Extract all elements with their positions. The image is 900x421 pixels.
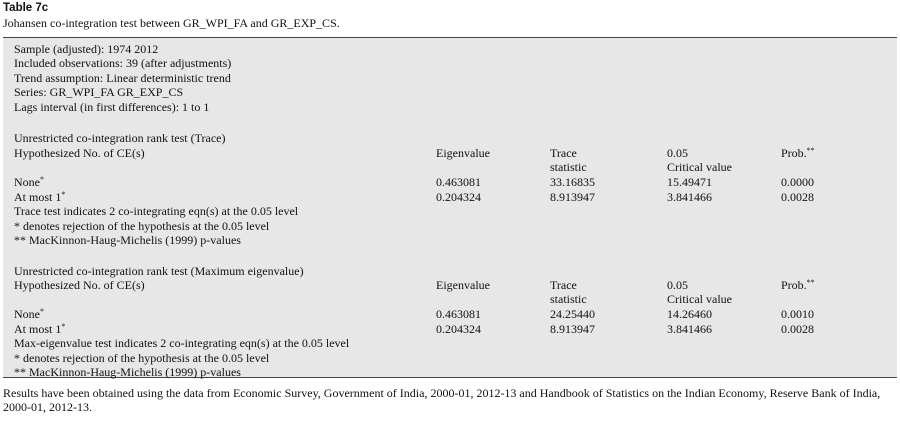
trace-col-stat-2: statistic (550, 160, 587, 174)
trace-heading: Unrestricted co-integration rank test (T… (14, 131, 226, 145)
maxeig-col-eigenvalue: Eigenvalue (436, 278, 490, 292)
info-series: Series: GR_WPI_FA GR_EXP_CS (14, 85, 184, 99)
maxeig-col-prob: Prob.** (781, 278, 815, 292)
trace-col-crit-1: 0.05 (667, 146, 688, 160)
table-footnote: Results have been obtained using the dat… (3, 386, 881, 414)
trace-row-none-prob: 0.0000 (781, 175, 814, 189)
trace-row-atmost1-crit: 3.841466 (667, 190, 712, 204)
maxeig-row-atmost1-prob: 0.0028 (781, 322, 814, 336)
table-label: Table 7c (3, 2, 49, 14)
trace-note-1: Trace test indicates 2 co-integrating eq… (14, 204, 299, 218)
maxeig-note-1: Max-eigenvalue test indicates 2 co-integ… (14, 336, 350, 350)
trace-col-eigenvalue: Eigenvalue (436, 146, 490, 160)
trace-row-none-stat: 33.16835 (550, 175, 595, 189)
info-observations: Included observations: 39 (after adjustm… (14, 56, 232, 70)
maxeig-row-none-stat: 24.25440 (550, 307, 595, 321)
maxeig-note-3: ** MacKinnon-Haug-Michelis (1999) p-valu… (14, 365, 241, 379)
maxeig-row-atmost1-label: At most 1* (14, 322, 66, 336)
trace-row-none-label: None* (14, 175, 44, 189)
maxeig-note-2: * denotes rejection of the hypothesis at… (14, 351, 270, 365)
info-sample: Sample (adjusted): 1974 2012 (14, 42, 159, 56)
trace-row-atmost1-prob: 0.0028 (781, 190, 814, 204)
trace-col-hypothesized: Hypothesized No. of CE(s) (14, 146, 145, 160)
maxeig-col-stat-1: Trace (550, 278, 577, 292)
maxeig-row-none-label: None* (14, 307, 44, 321)
table-body: Sample (adjusted): 1974 2012 Included ob… (3, 37, 897, 379)
maxeig-row-none-crit: 14.26460 (667, 307, 712, 321)
trace-row-atmost1-stat: 8.913947 (550, 190, 595, 204)
trace-row-none-eigenvalue: 0.463081 (436, 175, 481, 189)
maxeig-row-atmost1-crit: 3.841466 (667, 322, 712, 336)
info-lags: Lags interval (in first differences): 1 … (14, 100, 210, 114)
trace-row-none-crit: 15.49471 (667, 175, 712, 189)
info-trend: Trend assumption: Linear deterministic t… (14, 71, 231, 85)
maxeig-col-hypothesized: Hypothesized No. of CE(s) (14, 278, 145, 292)
maxeig-row-atmost1-stat: 8.913947 (550, 322, 595, 336)
maxeig-col-crit-1: 0.05 (667, 278, 688, 292)
table-caption: Johansen co-integration test between GR_… (3, 16, 340, 30)
trace-note-2: * denotes rejection of the hypothesis at… (14, 219, 270, 233)
trace-col-stat-1: Trace (550, 146, 577, 160)
maxeig-row-none-prob: 0.0010 (781, 307, 814, 321)
trace-col-crit-2: Critical value (667, 160, 732, 174)
maxeig-heading: Unrestricted co-integration rank test (M… (14, 264, 304, 278)
maxeig-col-stat-2: statistic (550, 292, 587, 306)
maxeig-row-none-eigenvalue: 0.463081 (436, 307, 481, 321)
trace-col-prob: Prob.** (781, 146, 815, 160)
maxeig-row-atmost1-eigenvalue: 0.204324 (436, 322, 481, 336)
trace-row-atmost1-eigenvalue: 0.204324 (436, 190, 481, 204)
maxeig-col-crit-2: Critical value (667, 292, 732, 306)
trace-note-3: ** MacKinnon-Haug-Michelis (1999) p-valu… (14, 233, 241, 247)
trace-row-atmost1-label: At most 1* (14, 190, 66, 204)
